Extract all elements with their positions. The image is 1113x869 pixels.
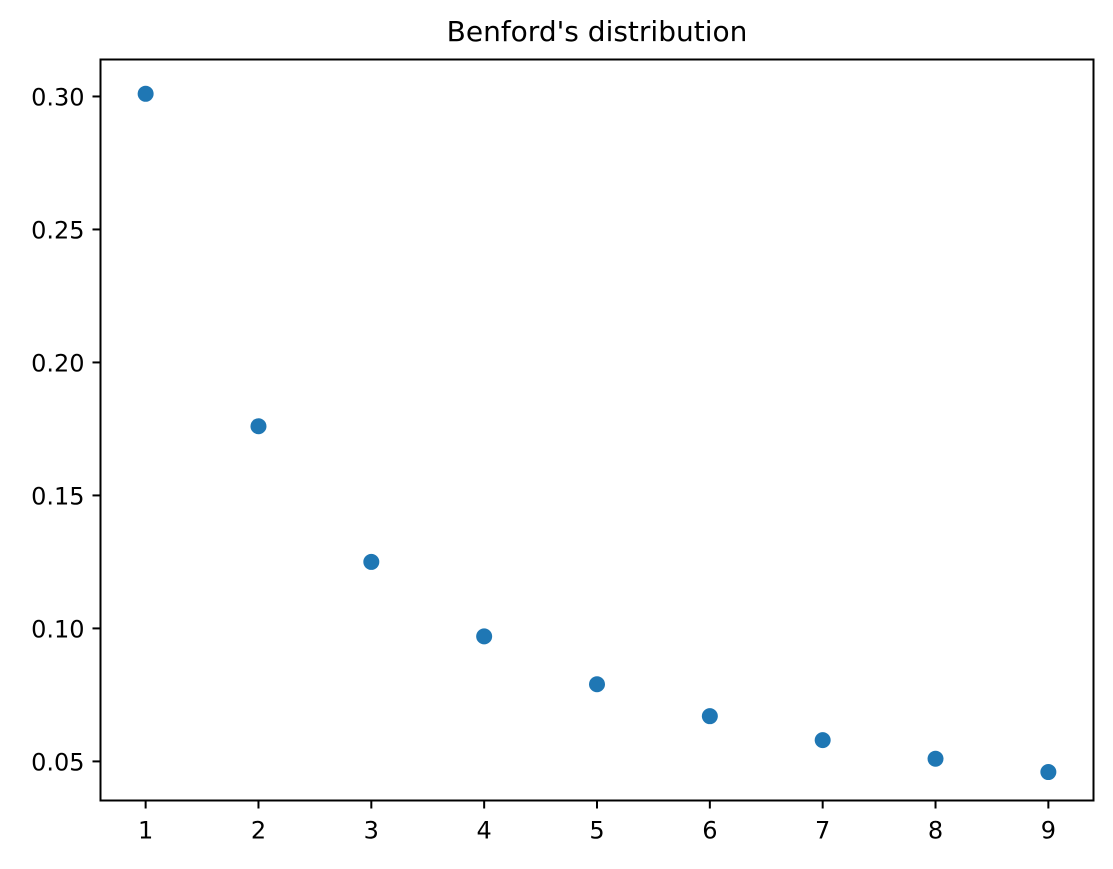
y-tick-label: 0.15 [31,482,84,510]
x-tick-label: 8 [928,817,943,845]
scatter-point [701,708,718,725]
scatter-point [814,732,831,749]
x-tick-label: 6 [702,817,717,845]
scatter-point [363,553,380,570]
scatter-point [137,85,154,102]
scatter-point [476,628,493,645]
x-axis-ticks: 1 2 3 4 5 6 7 8 9 [138,800,1056,845]
x-tick-label: 9 [1041,817,1056,845]
scatter-point [250,418,267,435]
chart-title: Benford's distribution [447,15,748,48]
y-axis-ticks: 0.05 0.10 0.15 0.20 0.25 0.30 [31,83,101,776]
y-tick-label: 0.30 [31,83,84,111]
y-tick-label: 0.20 [31,349,84,377]
y-tick-label: 0.25 [31,216,84,244]
plot-frame [99,58,1095,802]
scatter-point [589,676,605,693]
x-tick-label: 1 [138,817,153,845]
y-tick-label: 0.05 [31,748,84,776]
data-points [137,85,1057,781]
x-tick-label: 5 [589,817,604,845]
scatter-point [927,750,944,767]
y-tick-label: 0.10 [31,615,84,643]
scatter-point [1040,764,1057,781]
x-tick-label: 2 [251,817,266,845]
x-tick-label: 7 [815,817,830,845]
x-tick-label: 3 [364,817,379,845]
x-tick-label: 4 [477,817,492,845]
